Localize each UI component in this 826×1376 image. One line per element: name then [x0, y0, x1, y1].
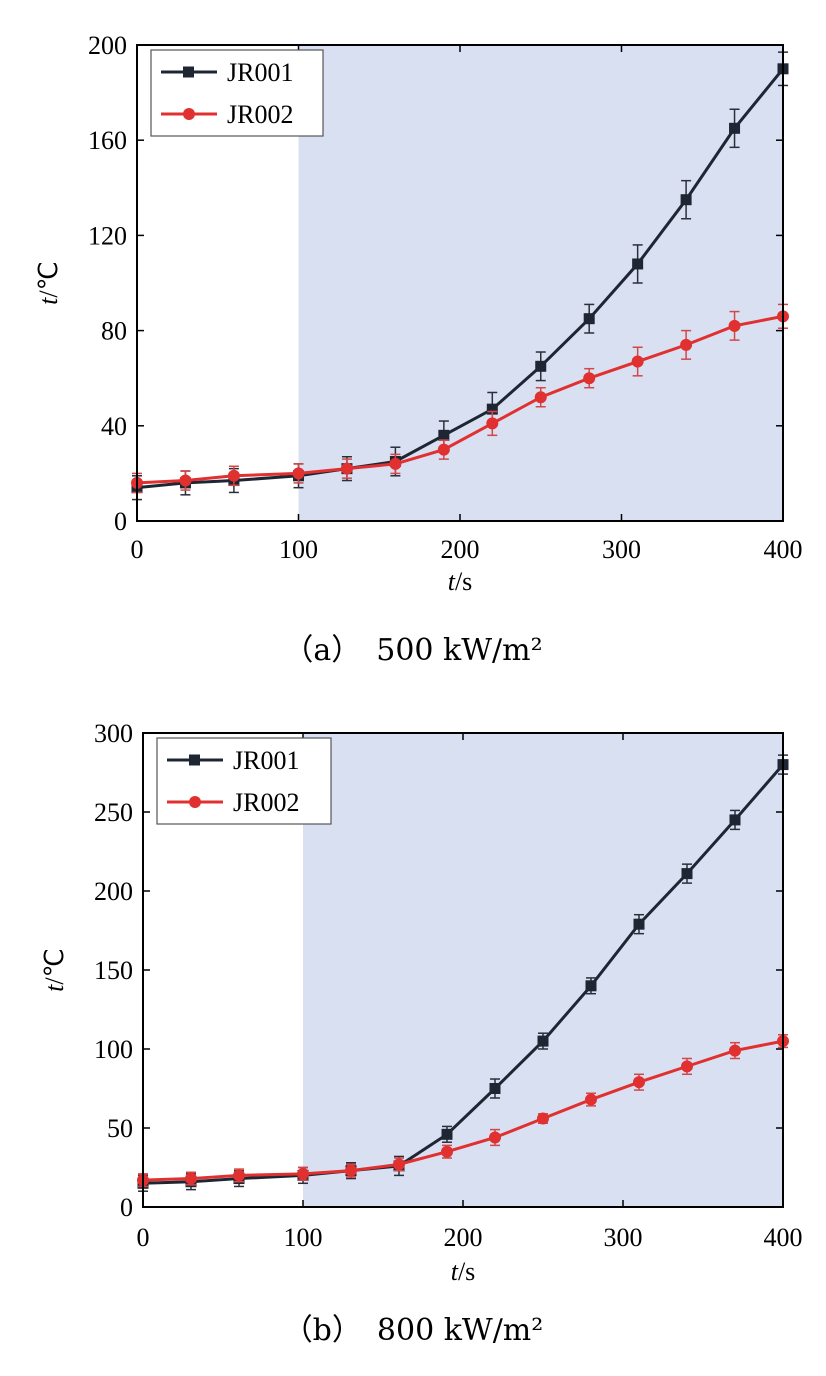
a-point-jr002	[728, 319, 741, 332]
a-point-jr002	[227, 469, 240, 482]
a-point-jr002	[534, 391, 547, 404]
b-point-jr002	[729, 1044, 741, 1057]
b-point-jr001	[681, 868, 693, 880]
a-plot-frame	[136, 44, 784, 522]
a-y-tick-label: 120	[88, 221, 127, 250]
b-point-jr001	[537, 1035, 549, 1047]
a-series-line-jr001	[136, 67, 785, 490]
b-y-axis-title: t/℃	[40, 948, 69, 992]
a-series-line-jr002	[136, 314, 784, 485]
b-point-jr002	[233, 1169, 245, 1182]
a-x-axis-title: t/s	[448, 567, 473, 596]
a-point-jr002	[583, 372, 596, 385]
a-point-jr001	[438, 429, 450, 441]
b-series-line-jr002	[142, 1039, 784, 1182]
b-legend-label: JR001	[233, 746, 299, 775]
b-point-jr002	[393, 1158, 405, 1171]
a-legend	[150, 49, 324, 137]
b-legend-square-marker	[189, 754, 200, 766]
a-y-tick-label: 160	[88, 126, 127, 155]
b-point-jr002	[489, 1131, 501, 1144]
b-y-tick-label: 50	[107, 1114, 133, 1143]
b-x-tick-label: 400	[764, 1223, 803, 1252]
b-x-tick-label: 100	[284, 1223, 323, 1252]
b-y-tick-label: 200	[94, 877, 133, 906]
b-point-jr001	[489, 1083, 501, 1094]
b-y-tick-label: 300	[94, 719, 133, 748]
a-point-jr002	[292, 467, 305, 480]
b-point-jr002	[633, 1076, 645, 1089]
a-point-jr001	[535, 360, 547, 372]
b-point-jr001	[633, 918, 645, 930]
a-point-jr001	[583, 313, 595, 325]
a-point-jr002	[486, 417, 499, 430]
a-x-tick-label: 0	[131, 535, 144, 564]
b-y-tick-label: 100	[94, 1035, 133, 1064]
b-point-jr002	[585, 1093, 597, 1106]
chart-b-800kw: 0 100 200 300 400 0 50 100 150 200 250 300 JR001 JR00…	[40, 719, 803, 1348]
a-shaded-region	[298, 45, 783, 521]
b-x-axis-title: t/s	[451, 1257, 476, 1286]
a-point-jr002	[179, 474, 192, 487]
a-x-tick-label: 100	[279, 535, 318, 564]
b-point-jr001	[729, 814, 741, 826]
b-y-tick-label: 250	[94, 798, 133, 827]
b-series-line-jr001	[142, 763, 785, 1185]
a-y-tick-label: 0	[114, 507, 127, 536]
a-y-tick-label: 80	[101, 317, 127, 346]
a-point-jr001	[486, 403, 498, 415]
b-point-jr001	[585, 980, 597, 992]
a-x-tick-label: 200	[441, 535, 480, 564]
b-legend	[156, 737, 332, 825]
b-point-jr002	[537, 1112, 549, 1125]
a-x-tick-label: 300	[602, 535, 641, 564]
a-point-jr002	[631, 355, 644, 368]
b-x-tick-label: 200	[444, 1223, 483, 1252]
a-legend-square-marker	[183, 66, 194, 78]
a-x-tick-label: 400	[764, 535, 803, 564]
a-y-tick-label: 40	[101, 412, 127, 441]
a-legend-label: JR002	[227, 100, 293, 129]
b-x-tick-label: 300	[604, 1223, 643, 1252]
a-point-jr002	[340, 462, 353, 475]
a-point-jr002	[437, 443, 450, 456]
b-plot-frame	[142, 732, 784, 1208]
b-legend-label: JR002	[233, 788, 299, 817]
a-figure-caption: （a） 500 kW/m²	[283, 633, 542, 668]
a-point-jr001	[729, 122, 741, 134]
a-point-jr002	[680, 338, 693, 351]
b-point-jr002	[185, 1172, 197, 1185]
b-y-tick-label: 150	[94, 956, 133, 985]
b-point-jr002	[297, 1167, 309, 1180]
b-shaded-region	[303, 733, 783, 1207]
a-y-axis-title: t/℃	[34, 261, 63, 305]
b-point-jr002	[681, 1060, 693, 1073]
b-point-jr001	[441, 1128, 453, 1140]
b-legend-circle-marker	[189, 796, 201, 808]
a-y-tick-label: 200	[88, 31, 127, 60]
b-figure-caption: （b） 800 kW/m²	[283, 1313, 544, 1348]
b-x-tick-label: 0	[137, 1223, 150, 1252]
a-legend-label: JR001	[227, 58, 293, 87]
b-point-jr002	[345, 1164, 357, 1177]
b-y-tick-label: 0	[120, 1193, 133, 1222]
a-point-jr001	[632, 258, 644, 270]
a-point-jr002	[389, 457, 402, 470]
a-legend-circle-marker	[183, 108, 195, 120]
chart-a-500kw: 0 100 200 300 400 0 40 80 120 160 200 JR001 JR002 t/s…	[34, 31, 803, 668]
b-point-jr002	[441, 1145, 453, 1158]
a-point-jr001	[680, 194, 692, 206]
